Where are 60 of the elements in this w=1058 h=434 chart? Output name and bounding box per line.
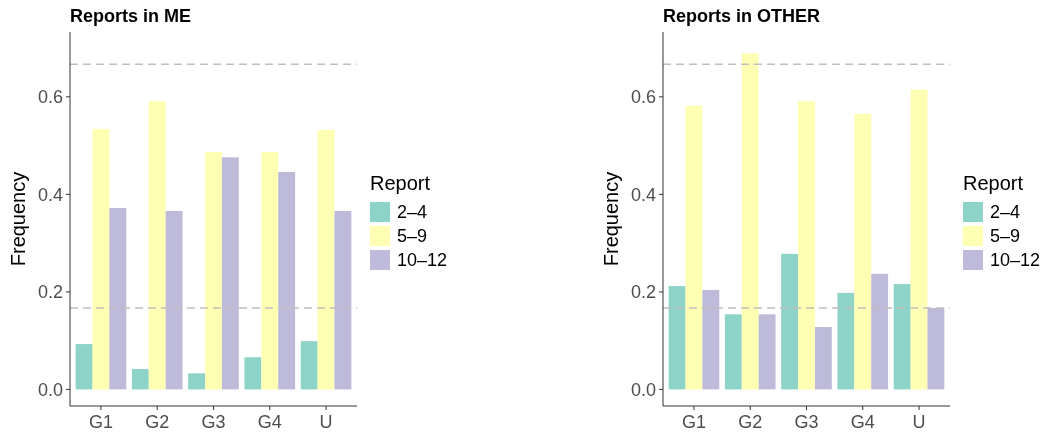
bar	[221, 157, 239, 390]
bar	[814, 327, 832, 390]
bar	[244, 357, 262, 390]
bar	[92, 129, 110, 390]
bar	[798, 101, 815, 390]
bar	[781, 253, 799, 390]
y-tick-label: 0.6	[630, 87, 656, 108]
bar	[741, 53, 759, 390]
x-tick-label: G2	[738, 412, 763, 432]
y-tick-label: 0.0	[37, 379, 63, 400]
y-tick-label: 0.2	[37, 282, 63, 303]
chart-title: Reports in ME	[70, 6, 192, 26]
bar	[871, 273, 889, 390]
bar	[334, 210, 352, 390]
y-tick-label: 0.4	[630, 184, 656, 205]
legend-label: 5–9	[397, 226, 428, 247]
y-tick-label: 0.0	[630, 379, 656, 400]
bar	[758, 314, 776, 390]
bar	[261, 151, 279, 390]
x-tick-label: G1	[88, 412, 113, 432]
bar	[131, 368, 149, 390]
y-tick-label: 0.2	[630, 282, 656, 303]
bar	[278, 171, 296, 390]
bar	[893, 284, 911, 390]
legend-label: 10–12	[990, 250, 1041, 271]
bar	[109, 208, 127, 390]
bar	[148, 101, 166, 390]
x-tick-label: G2	[145, 412, 170, 432]
x-tick-label: U	[912, 412, 926, 432]
bar	[668, 286, 686, 390]
y-axis-title: Frequency	[7, 171, 29, 267]
bar	[75, 344, 93, 390]
bar	[724, 314, 742, 390]
legend-title: Report	[370, 172, 431, 194]
bar	[910, 89, 928, 390]
bar	[927, 307, 945, 390]
bar	[165, 210, 183, 390]
x-tick-label: G4	[257, 412, 282, 432]
bar	[837, 292, 855, 390]
legend-label: 2–4	[397, 202, 428, 223]
y-tick-label: 0.4	[37, 184, 63, 205]
y-tick-label: 0.6	[37, 87, 63, 108]
x-tick-label: G4	[850, 412, 875, 432]
x-tick-label: G1	[681, 412, 706, 432]
x-tick-label: U	[319, 412, 333, 432]
bar	[702, 289, 720, 390]
x-tick-label: G3	[201, 412, 226, 432]
bar	[317, 130, 335, 390]
legend-label: 2–4	[990, 202, 1021, 223]
bar	[685, 105, 703, 390]
chart-title: Reports in OTHER	[663, 6, 821, 26]
legend-title: Report	[963, 172, 1024, 194]
legend-label: 5–9	[990, 226, 1021, 247]
bar	[188, 373, 206, 390]
bar	[205, 151, 222, 390]
x-tick-label: G3	[794, 412, 819, 432]
bar	[300, 341, 318, 390]
y-axis-title: Frequency	[600, 171, 622, 267]
bar	[854, 113, 872, 390]
legend-label: 10–12	[397, 250, 448, 271]
